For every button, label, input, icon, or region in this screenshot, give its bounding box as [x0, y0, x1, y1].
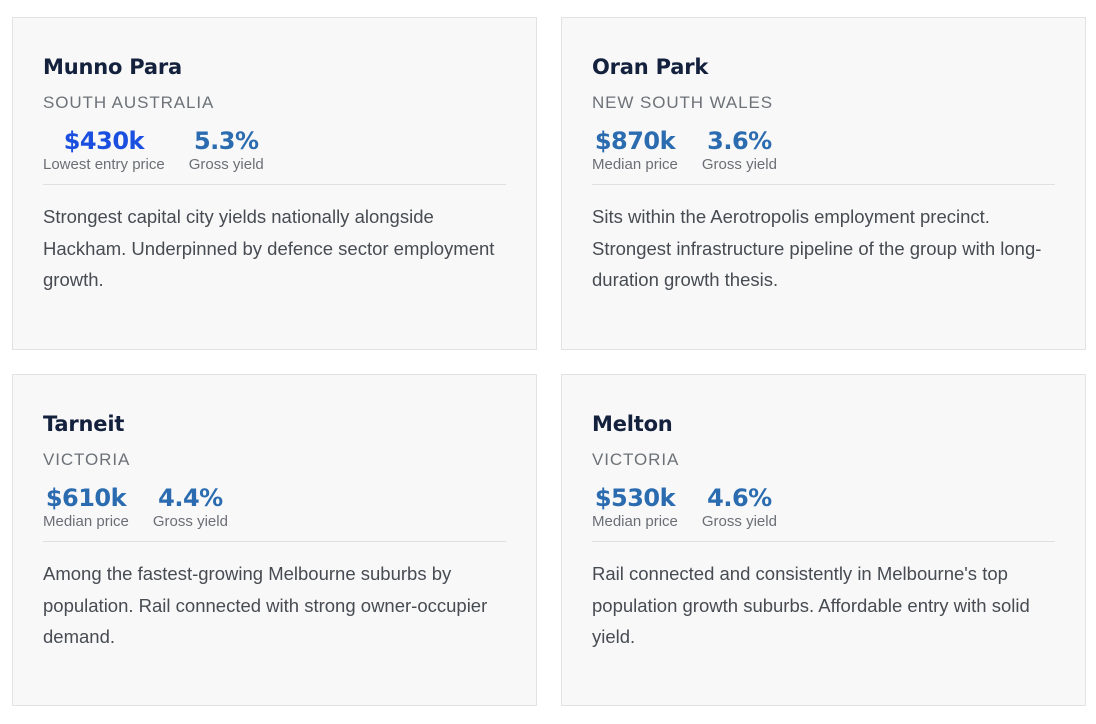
suburb-name: Munno Para — [43, 55, 183, 79]
card-content: Tarneit VICTORIA $610k Median price 4.4%… — [43, 409, 506, 653]
suburb-card-munno-para: Munno Para SOUTH AUSTRALIA $430k Lowest … — [12, 17, 537, 350]
suburb-name: Melton — [592, 412, 673, 436]
suburb-state: VICTORIA — [43, 450, 131, 469]
yield-label: Gross yield — [188, 156, 264, 173]
stats-row: $870k Median price 3.6% Gross yield — [592, 126, 1055, 174]
price-value: $530k — [594, 484, 676, 512]
yield-label: Gross yield — [701, 156, 777, 173]
yield-stat: 4.4% Gross yield — [153, 483, 228, 531]
divider — [43, 541, 506, 542]
suburb-name: Oran Park — [592, 55, 709, 79]
yield-value: 3.6% — [707, 127, 772, 155]
price-label: Median price — [592, 513, 678, 530]
stats-row: $530k Median price 4.6% Gross yield — [592, 483, 1055, 531]
price-stat: $530k Median price — [592, 483, 678, 531]
suburb-description: Rail connected and consistently in Melbo… — [592, 563, 1030, 647]
suburb-state: VICTORIA — [592, 450, 680, 469]
yield-stat: 3.6% Gross yield — [702, 126, 777, 174]
yield-value: 4.4% — [158, 484, 223, 512]
yield-value: 5.3% — [193, 127, 259, 155]
yield-value: 4.6% — [707, 484, 772, 512]
yield-label: Gross yield — [152, 513, 228, 530]
divider — [592, 184, 1055, 185]
price-stat: $610k Median price — [43, 483, 129, 531]
yield-stat: 4.6% Gross yield — [702, 483, 777, 531]
divider — [43, 184, 506, 185]
price-value: $870k — [594, 127, 676, 155]
card-content: Melton VICTORIA $530k Median price 4.6% … — [592, 409, 1055, 653]
suburb-card-tarneit: Tarneit VICTORIA $610k Median price 4.4%… — [12, 374, 537, 706]
suburb-card-melton: Melton VICTORIA $530k Median price 4.6% … — [561, 374, 1086, 706]
suburb-description: Among the fastest-growing Melbourne subu… — [43, 563, 488, 647]
yield-label: Gross yield — [701, 513, 777, 530]
price-value: $430k — [63, 127, 145, 155]
price-label: Median price — [43, 513, 129, 530]
suburb-description: Strongest capital city yields nationally… — [43, 206, 495, 290]
price-stat: $870k Median price — [592, 126, 678, 174]
price-value: $610k — [45, 484, 127, 512]
price-label: Lowest entry price — [43, 156, 165, 173]
suburb-state: NEW SOUTH WALES — [592, 93, 773, 112]
stats-row: $430k Lowest entry price 5.3% Gross yiel… — [43, 126, 506, 174]
stats-row: $610k Median price 4.4% Gross yield — [43, 483, 506, 531]
suburb-card-oran-park: Oran Park NEW SOUTH WALES $870k Median p… — [561, 17, 1086, 350]
yield-stat: 5.3% Gross yield — [189, 126, 264, 174]
divider — [592, 541, 1055, 542]
suburb-state: SOUTH AUSTRALIA — [43, 93, 215, 112]
suburb-description: Sits within the Aerotropolis employment … — [592, 206, 1042, 290]
price-label: Median price — [592, 156, 678, 173]
price-stat: $430k Lowest entry price — [43, 126, 165, 174]
card-content: Munno Para SOUTH AUSTRALIA $430k Lowest … — [43, 52, 506, 296]
suburb-name: Tarneit — [43, 412, 125, 436]
card-content: Oran Park NEW SOUTH WALES $870k Median p… — [592, 52, 1055, 296]
